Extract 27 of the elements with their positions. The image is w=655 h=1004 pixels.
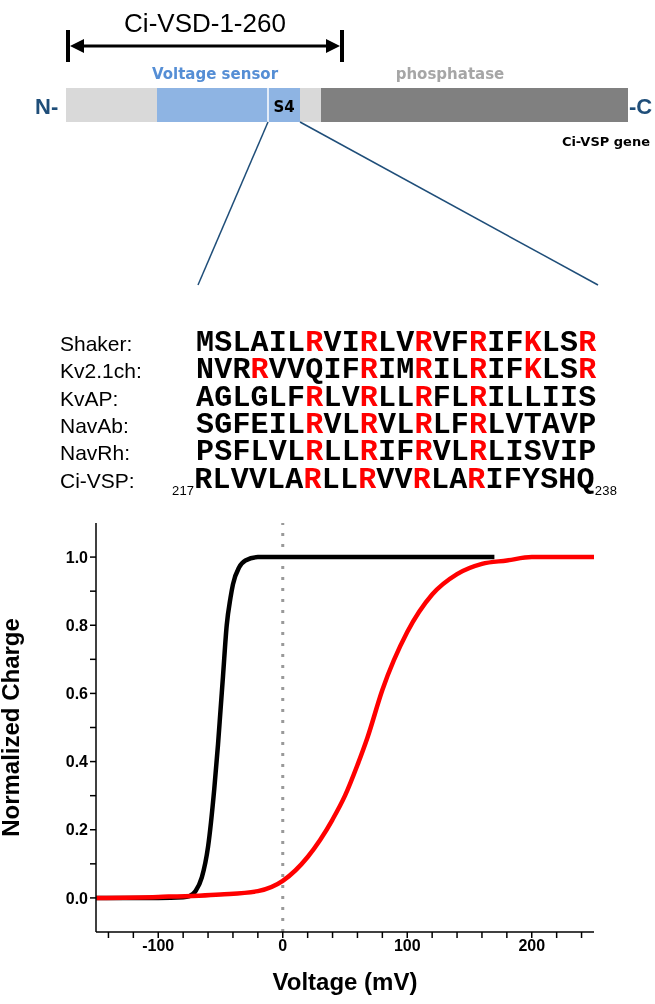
text: S4 [273,98,295,116]
y-tick-label: 0.4 [65,753,89,771]
text: Voltage sensor [151,65,279,83]
x-axis-title: Voltage (mV) [272,968,418,995]
line-series [96,554,594,901]
text: KvAP: [60,385,119,412]
y-tick-label: 0.8 [65,616,89,634]
x-tick-label: 100 [393,937,421,955]
y-tick-label: 0.0 [65,889,89,907]
text: -C [629,94,653,119]
x-tick-label: 0 [278,937,288,955]
text: phosphatase [395,65,505,83]
text: Ci-VSD-1-260 [124,8,286,38]
text: Ci-VSP: [60,467,135,494]
text: NavRh: [60,440,131,467]
y-tick-label: 1.0 [65,548,89,566]
y-tick-label: 0.6 [65,685,89,703]
text: $_{217}$RLVVLARLLRVVRLARIFYSHQ$_{238}$ [172,462,618,498]
text: Kv2.1ch: [60,358,142,385]
text: N- [35,94,59,119]
x-tick-label: 200 [518,937,546,955]
text: Shaker: [60,331,133,357]
text: NavAb: [60,412,129,439]
y-axis-title: Normalized Charge [0,618,24,837]
text: Ci-VSP gene [561,134,651,149]
y-tick-label: 0.2 [65,821,89,839]
x-tick-label: -100 [142,937,175,955]
